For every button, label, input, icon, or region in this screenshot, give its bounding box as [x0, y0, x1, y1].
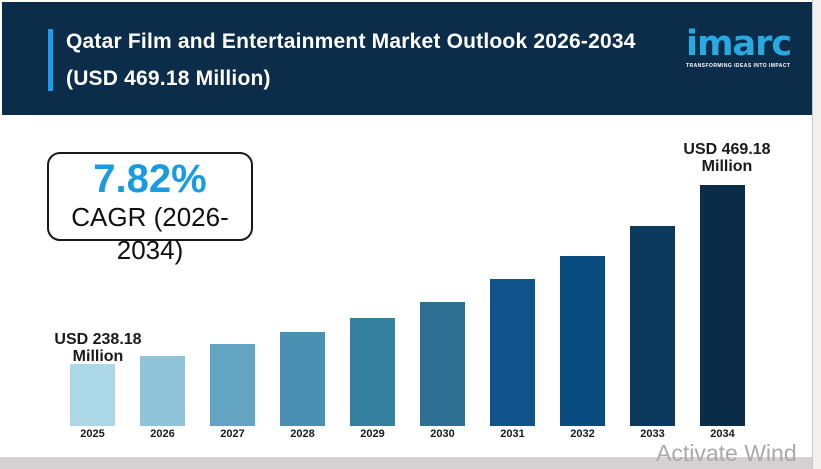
right-edge-strip: [812, 0, 821, 469]
bar-label-2032: 2032: [570, 428, 595, 440]
bar-label-2031: 2031: [500, 428, 525, 440]
imarc-logo-tagline: TRANSFORMING IDEAS INTO IMPACT: [686, 63, 791, 69]
bar-label-2029: 2029: [360, 428, 385, 440]
bar-2027: [210, 344, 255, 426]
value-label-2025-line2: Million: [72, 347, 124, 365]
value-label-2034: USD 469.18 Million: [662, 141, 792, 175]
bar-label-2028: 2028: [290, 428, 315, 440]
bar-label-2034: 2034: [710, 428, 735, 440]
cagr-value: 7.82%: [93, 157, 207, 201]
bar-2032: [560, 256, 605, 426]
bar-2025: [70, 364, 115, 426]
bar-2030: [420, 302, 465, 426]
header-bar: Qatar Film and Entertainment Market Outl…: [2, 2, 812, 115]
value-label-2025-line1: USD 238.18: [54, 331, 142, 348]
bar-2026: [140, 356, 185, 426]
activate-windows-watermark: Activate Wind: [656, 440, 797, 466]
bar-label-2025: 2025: [80, 428, 105, 440]
bar-label-2033: 2033: [640, 428, 665, 440]
value-label-2034-line1: USD 469.18: [683, 141, 771, 158]
value-label-2034-line2: Million: [701, 157, 753, 175]
bottom-edge-strip: [0, 457, 821, 469]
bar-2028: [280, 332, 325, 426]
value-label-2025: USD 238.18 Million: [33, 331, 163, 365]
brand-logo: imarc TRANSFORMING IDEAS INTO IMPACT: [686, 24, 792, 69]
page-title: Qatar Film and Entertainment Market Outl…: [66, 30, 636, 90]
bar-2034: [700, 185, 745, 426]
bar-2029: [350, 318, 395, 426]
title-accent-bar: [48, 29, 53, 91]
bar-label-2030: 2030: [430, 428, 455, 440]
imarc-logo-text: imarc: [686, 24, 792, 64]
bar-label-2027: 2027: [220, 428, 245, 440]
bar-2033: [630, 226, 675, 426]
bar-2031: [490, 279, 535, 426]
bar-label-2026: 2026: [150, 428, 175, 440]
cagr-label: CAGR (2026-2034): [71, 202, 229, 265]
cagr-card: 7.82% CAGR (2026-2034): [47, 152, 253, 265]
